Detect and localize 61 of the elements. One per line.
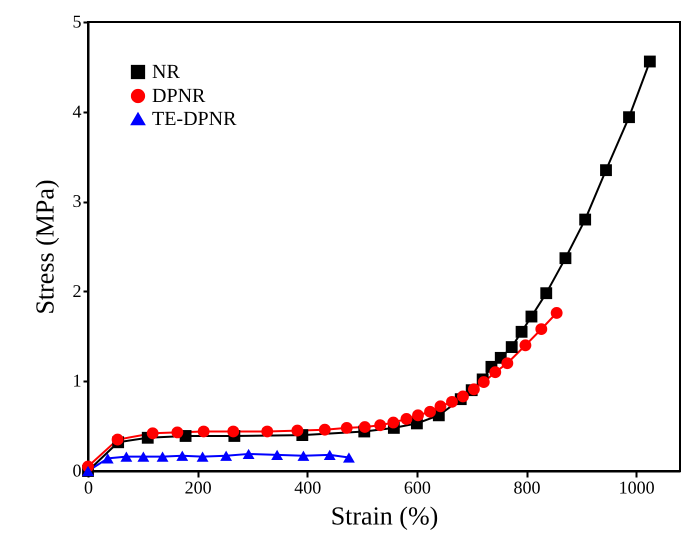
point bbox=[516, 326, 528, 338]
point bbox=[112, 434, 124, 446]
point bbox=[478, 376, 490, 388]
point bbox=[506, 341, 518, 353]
x-axis-title: Strain (%) bbox=[330, 502, 438, 530]
point bbox=[176, 450, 188, 461]
legend-label: TE-DPNR bbox=[152, 108, 238, 130]
point bbox=[198, 426, 210, 438]
point bbox=[457, 390, 469, 402]
point bbox=[400, 413, 412, 425]
point bbox=[644, 56, 656, 68]
point bbox=[291, 424, 304, 436]
y-tick-label: 4 bbox=[72, 101, 82, 122]
point bbox=[171, 426, 184, 438]
point bbox=[579, 214, 592, 226]
point bbox=[489, 366, 502, 378]
point bbox=[343, 452, 355, 463]
point bbox=[261, 426, 274, 438]
point bbox=[137, 452, 150, 462]
y-axis-title: Stress (MPa) bbox=[30, 179, 60, 315]
point bbox=[501, 357, 514, 370]
point bbox=[220, 450, 232, 461]
x-tick-label: 600 bbox=[404, 478, 431, 498]
point bbox=[242, 448, 255, 460]
point bbox=[550, 307, 563, 319]
y-tick-label: 5 bbox=[72, 12, 82, 32]
x-tick-label: 400 bbox=[294, 478, 322, 498]
point bbox=[196, 452, 208, 462]
point bbox=[298, 450, 310, 461]
point bbox=[120, 452, 132, 462]
y-tick-label: 2 bbox=[72, 280, 82, 301]
point bbox=[424, 406, 436, 418]
point bbox=[526, 310, 538, 322]
x-tick-label: 200 bbox=[184, 478, 212, 498]
point bbox=[146, 427, 159, 440]
point bbox=[271, 450, 284, 460]
point bbox=[324, 450, 336, 460]
legend-label: NR bbox=[152, 61, 180, 83]
point bbox=[102, 453, 114, 464]
point bbox=[623, 111, 635, 124]
point bbox=[156, 452, 168, 462]
point bbox=[318, 424, 331, 436]
point bbox=[412, 409, 424, 422]
x-tick-label: 800 bbox=[514, 478, 541, 498]
point bbox=[434, 400, 446, 412]
point bbox=[227, 426, 240, 438]
point bbox=[535, 323, 548, 336]
point bbox=[358, 421, 371, 433]
y-tick-label: 0 bbox=[72, 460, 82, 480]
legend-label: DPNR bbox=[152, 85, 206, 107]
point bbox=[387, 416, 400, 428]
point bbox=[340, 422, 353, 434]
y-tick-label: 1 bbox=[72, 370, 82, 391]
point bbox=[374, 419, 386, 432]
point bbox=[560, 252, 572, 264]
x-tick-label: 1000 bbox=[618, 478, 655, 498]
point bbox=[446, 396, 458, 408]
point bbox=[540, 287, 552, 300]
y-tick-label: 3 bbox=[72, 191, 82, 212]
point bbox=[520, 339, 532, 352]
point bbox=[600, 164, 612, 176]
